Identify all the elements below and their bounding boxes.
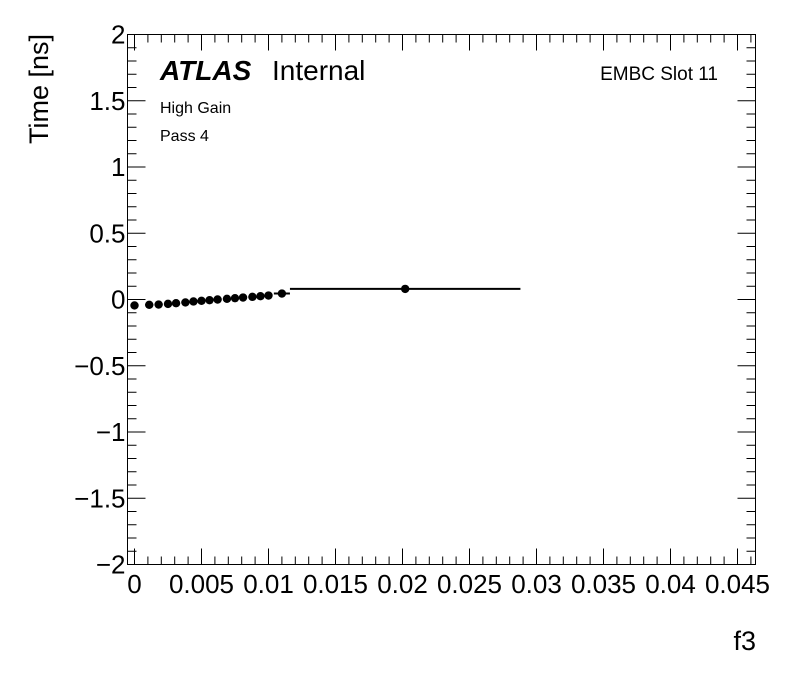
x-tick-label: 0.025 — [437, 569, 502, 599]
axis-ticks — [127, 34, 756, 565]
data-point — [256, 291, 265, 301]
atlas-label: ATLAS — [159, 55, 252, 86]
slot-label: EMBC Slot 11 — [600, 64, 718, 85]
y-tick-label: −1.5 — [74, 483, 125, 513]
data-point — [130, 301, 139, 310]
data-point — [264, 291, 273, 300]
y-tick-label: 1 — [111, 152, 125, 182]
data-marks — [130, 284, 521, 310]
data-point — [238, 293, 248, 302]
data-point — [181, 298, 190, 307]
data-point — [213, 295, 222, 304]
x-tick-label: 0.03 — [511, 569, 562, 599]
data-point — [145, 300, 154, 309]
y-tick-label: 0.5 — [89, 218, 125, 248]
data-point — [277, 289, 287, 298]
data-point — [248, 292, 257, 302]
x-tick-label: 0.02 — [377, 569, 428, 599]
x-tick-label: 0.035 — [571, 569, 636, 599]
data-point — [154, 300, 163, 309]
y-tick-label: 1.5 — [89, 86, 125, 116]
data-point — [205, 295, 214, 305]
x-tick-label: 0.045 — [705, 569, 770, 599]
data-point — [222, 294, 232, 304]
data-point — [163, 299, 173, 309]
pass-label: Pass 4 — [160, 128, 209, 145]
data-point — [189, 297, 198, 306]
y-axis-title: Time [ns] — [24, 34, 54, 144]
data-point — [197, 296, 206, 306]
data-point — [171, 299, 181, 308]
x-tick-label: 0.04 — [645, 569, 696, 599]
x-axis-title: f3 — [733, 626, 756, 656]
x-tick-label: 0.005 — [169, 569, 234, 599]
y-tick-label: −1 — [96, 417, 126, 447]
gain-label: High Gain — [160, 100, 231, 117]
y-tick-label: −0.5 — [74, 351, 125, 381]
data-point — [400, 284, 410, 294]
data-point — [230, 293, 240, 303]
y-tick-label: −2 — [96, 550, 126, 580]
x-tick-label: 0.01 — [243, 569, 294, 599]
tick-labels: −2 −1.5 −1 −0.5 0 0.5 1 1.5 2 0 0.005 0.01 0.015 0.02… — [74, 20, 770, 600]
internal-label: Internal — [272, 55, 365, 86]
x-tick-label: 0 — [127, 569, 141, 599]
x-tick-label: 0.015 — [303, 569, 368, 599]
y-tick-label: 2 — [111, 20, 125, 50]
y-tick-label: 0 — [111, 285, 125, 315]
